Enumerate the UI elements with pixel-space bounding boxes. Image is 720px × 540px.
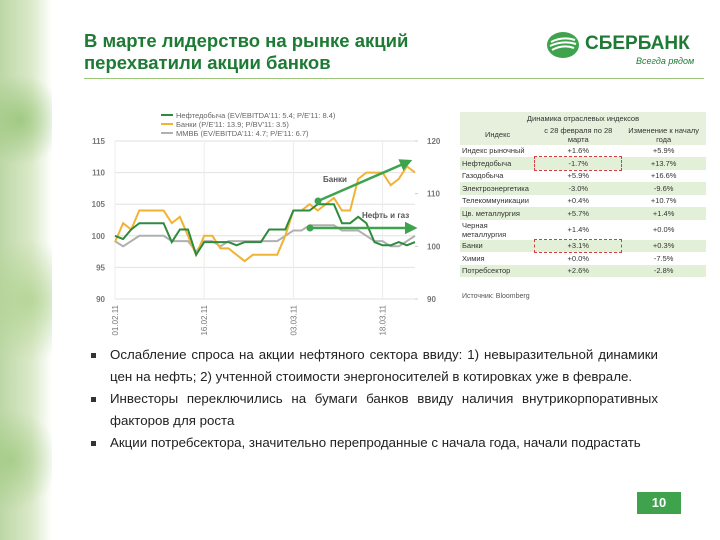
table-cell: Потребсектор <box>460 264 536 277</box>
table-cell: +10.7% <box>650 196 677 206</box>
table-cell: +0.0% <box>567 253 589 263</box>
table-cell: Индекс рыночный <box>462 146 525 156</box>
table-row: Цв. металлургия +5.7% +1.4% <box>460 207 706 220</box>
table-cell: +0.4% <box>567 196 589 206</box>
y-tick-label: 105 <box>92 200 106 209</box>
title-line: В марте лидерство на рынке акций <box>84 30 409 51</box>
table-cell: +3.1% <box>534 238 623 253</box>
arrow-dot <box>314 197 322 205</box>
series-line <box>114 164 416 263</box>
series-line <box>114 224 416 254</box>
table-cell: -1.7% <box>534 156 623 171</box>
y2-tick-label: 120 <box>427 137 441 146</box>
table-row: Электроэнергетика -3.0% -9.6% <box>460 182 706 195</box>
y-tick-label: 95 <box>96 263 105 272</box>
page-number: 10 <box>637 492 681 514</box>
table-cell: Электроэнергетика <box>460 182 536 195</box>
annotation: Нефть и газ <box>362 211 409 220</box>
x-tick-label: 01.02.11 <box>111 304 120 335</box>
y2-tick-label: 110 <box>427 190 440 199</box>
table-cell: -9.6% <box>621 182 706 195</box>
bullet: Ослабление спроса на акции нефтяного сек… <box>90 344 658 388</box>
table-cell: +1.6% <box>567 146 589 156</box>
table-row: Нефтедобыча -1.7% +13.7% <box>460 156 706 171</box>
legend-label: ММВБ (EV/EBITDA'11: 4.7; P/E'11: 6.7) <box>176 129 309 138</box>
bullet-list: Ослабление спроса на акции нефтяного сек… <box>90 344 658 454</box>
table-cell: +13.7% <box>621 157 706 170</box>
x-tick-label: 16.02.11 <box>200 304 209 335</box>
table-row: Химия +0.0% -7.5% <box>460 252 706 265</box>
y-tick-label: 110 <box>92 169 105 178</box>
table-cell: +1.4% <box>621 207 706 220</box>
table-row: Индекс рыночный +1.6% +5.9% <box>460 145 706 158</box>
logo-mark <box>547 32 579 58</box>
table-cell: Черная металлургия <box>462 220 507 239</box>
chart: 90 95 100 105 110 115 90 100 110 120 01.02.11 16.02… <box>92 111 441 336</box>
table-row: Газодобыча +5.9% +16.6% <box>460 170 706 183</box>
table-title: Динамика отраслевых индексов <box>526 113 640 123</box>
table-cell: +2.6% <box>535 264 622 277</box>
x-tick-label: 18.03.11 <box>379 304 388 335</box>
table-cell: -3.0% <box>535 182 622 195</box>
legend-label: Нефтедобыча (EV/EBITDA'11: 5.4; P/E'11: … <box>176 111 336 120</box>
series-line <box>114 203 416 258</box>
annotation: Банки <box>323 175 347 184</box>
table-cell: Цв. металлургия <box>460 207 536 220</box>
logo-name: СБЕРБАНК <box>585 33 690 54</box>
table-cell: +5.7% <box>535 207 622 220</box>
table-cell: +1.4% <box>567 225 589 234</box>
table-cell: Нефтедобыча <box>460 157 536 170</box>
y-tick-label: 100 <box>92 232 106 241</box>
y-tick-label: 90 <box>96 295 105 304</box>
table-cell: Банки <box>460 239 536 252</box>
x-tick-label: 03.03.11 <box>289 304 298 335</box>
y-tick-label: 115 <box>92 137 105 146</box>
column-header: с 28 февраля по 28 марта <box>544 125 613 144</box>
bullet: Инвесторы переключились на бумаги банков… <box>90 388 658 432</box>
table-row: Черная металлургия +1.4% +0.0% <box>460 220 706 240</box>
table-cell: Телекоммуникации <box>462 196 529 206</box>
column-header: Индекс <box>485 130 511 139</box>
background-leaves <box>0 0 52 540</box>
table-cell: -7.5% <box>653 253 674 263</box>
table-cell: +0.3% <box>621 239 706 252</box>
y2-tick-label: 100 <box>427 242 441 251</box>
arrow <box>317 159 413 203</box>
slide-title: В марте лидерство на рынке акций перехва… <box>84 30 408 74</box>
sector-table: Динамика отраслевых индексов Индекс с 28… <box>460 112 706 277</box>
y2-tick-label: 90 <box>427 295 436 304</box>
table-row: Банки +3.1% +0.3% <box>460 238 706 253</box>
column-header: Изменение к началу года <box>628 125 700 144</box>
table-row: Потребсектор +2.6% -2.8% <box>460 264 706 277</box>
table-cell: +5.9% <box>567 171 589 181</box>
table-cell: +16.6% <box>650 171 677 181</box>
table-cell: +0.0% <box>652 225 675 234</box>
table-cell: Химия <box>462 253 485 263</box>
table-cell: -2.8% <box>621 264 706 277</box>
table-cell: +5.9% <box>652 146 675 156</box>
arrow-dot <box>306 224 314 232</box>
title-rule <box>84 78 704 79</box>
logo-slogan: Всегда рядом <box>636 56 695 66</box>
bullet: Акции потребсектора, значительно перепро… <box>90 432 658 454</box>
table-row: Телекоммуникации +0.4% +10.7% <box>460 195 706 208</box>
table-source: Источник: Bloomberg <box>462 293 530 300</box>
title-line: перехватили акции банков <box>84 52 331 73</box>
legend-label: Банки (P/E'11: 13.9; P/BV'11: 3.5) <box>176 120 289 129</box>
table-cell: Газодобыча <box>462 171 504 181</box>
